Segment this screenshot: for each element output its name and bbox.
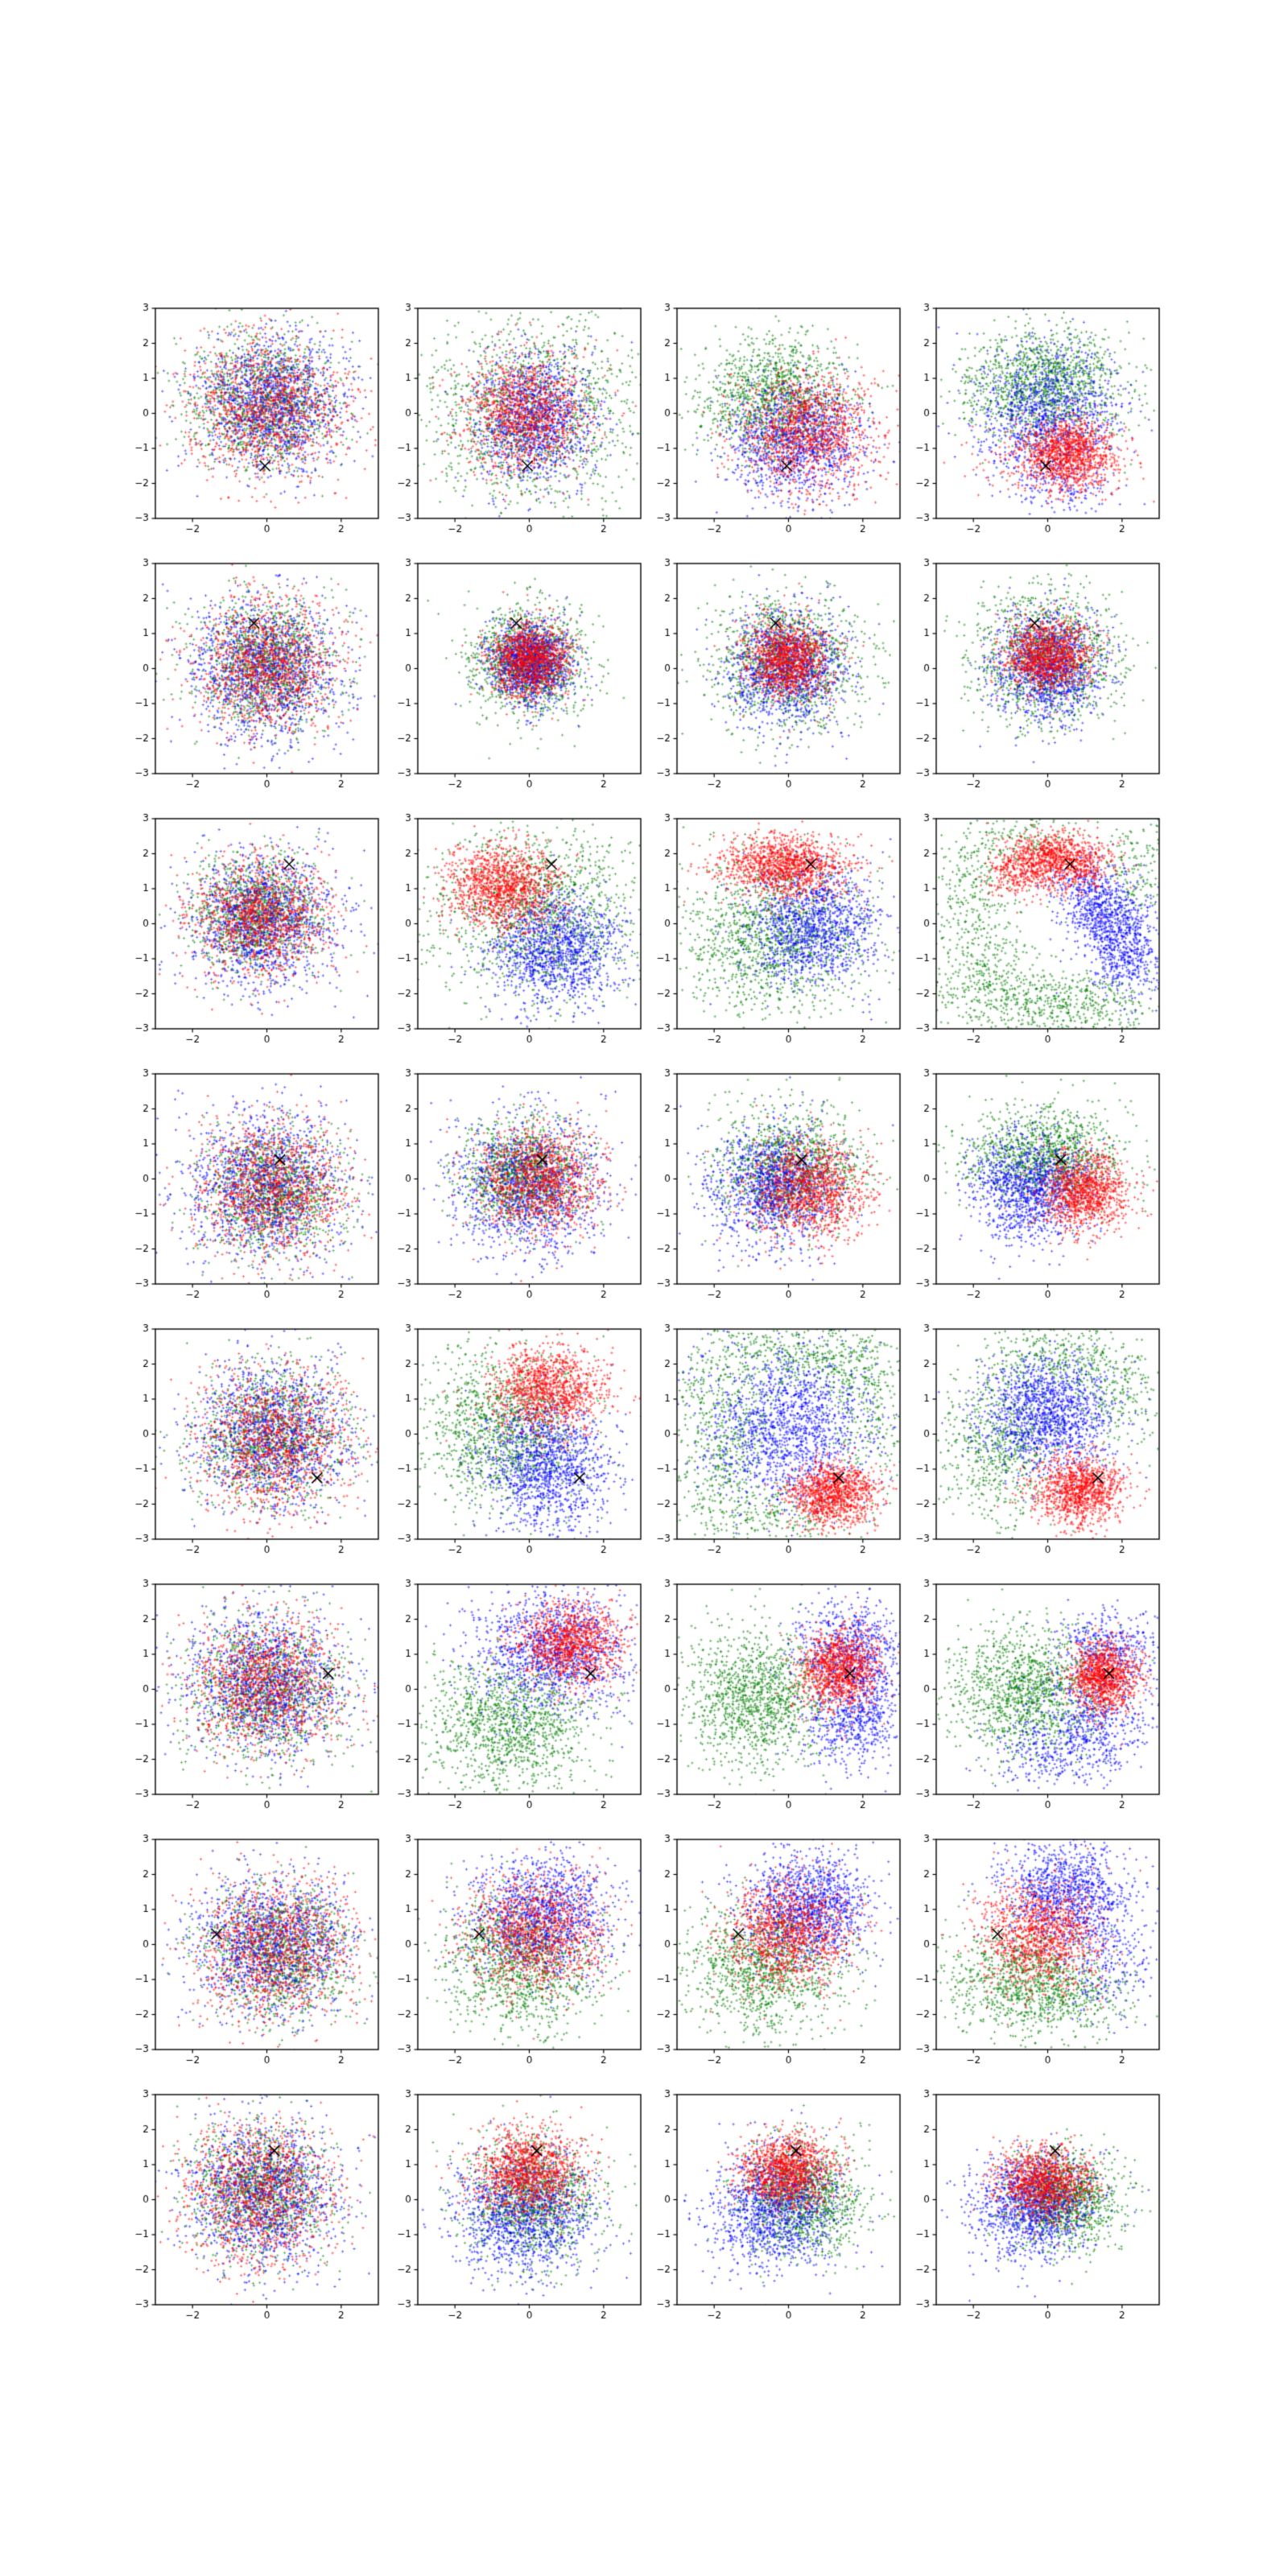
scatter-canvas-r4c4 — [900, 1066, 1169, 1313]
subplot-r2c2 — [382, 555, 650, 803]
subplot-r6c1 — [119, 1576, 388, 1823]
scatter-canvas-r8c3 — [641, 2087, 910, 2334]
scatter-canvas-r5c2 — [382, 1321, 650, 1568]
scatter-canvas-r5c4 — [900, 1321, 1169, 1568]
scatter-canvas-r1c2 — [382, 300, 650, 547]
scatter-canvas-r6c2 — [382, 1576, 650, 1823]
subplot-r8c2 — [382, 2087, 650, 2334]
subplot-r4c3 — [641, 1066, 910, 1313]
scatter-canvas-r4c1 — [119, 1066, 388, 1313]
scatter-canvas-r4c2 — [382, 1066, 650, 1313]
subplot-r4c1 — [119, 1066, 388, 1313]
subplot-r3c2 — [382, 811, 650, 1058]
subplot-r8c1 — [119, 2087, 388, 2334]
scatter-canvas-r8c1 — [119, 2087, 388, 2334]
subplot-r6c2 — [382, 1576, 650, 1823]
subplot-r1c3 — [641, 300, 910, 547]
subplot-r2c1 — [119, 555, 388, 803]
subplot-r1c4 — [900, 300, 1169, 547]
subplot-r4c2 — [382, 1066, 650, 1313]
scatter-canvas-r5c3 — [641, 1321, 910, 1568]
scatter-canvas-r8c4 — [900, 2087, 1169, 2334]
subplot-r3c3 — [641, 811, 910, 1058]
scatter-canvas-r3c4 — [900, 811, 1169, 1058]
scatter-canvas-r3c3 — [641, 811, 910, 1058]
scatter-canvas-r7c4 — [900, 1831, 1169, 2079]
subplot-r8c3 — [641, 2087, 910, 2334]
subplot-r1c2 — [382, 300, 650, 547]
scatter-canvas-r3c1 — [119, 811, 388, 1058]
subplot-r5c1 — [119, 1321, 388, 1568]
subplot-r8c4 — [900, 2087, 1169, 2334]
scatter-canvas-r1c4 — [900, 300, 1169, 547]
subplot-r5c3 — [641, 1321, 910, 1568]
scatter-canvas-r7c2 — [382, 1831, 650, 2079]
scatter-canvas-r2c4 — [900, 555, 1169, 803]
scatter-canvas-r7c1 — [119, 1831, 388, 2079]
subplot-r2c4 — [900, 555, 1169, 803]
subplot-r7c2 — [382, 1831, 650, 2079]
subplot-r4c4 — [900, 1066, 1169, 1313]
subplot-r1c1 — [119, 300, 388, 547]
scatter-canvas-r1c1 — [119, 300, 388, 547]
subplot-r3c4 — [900, 811, 1169, 1058]
subplot-r6c3 — [641, 1576, 910, 1823]
scatter-canvas-r1c3 — [641, 300, 910, 547]
scatter-canvas-r3c2 — [382, 811, 650, 1058]
scatter-canvas-r2c3 — [641, 555, 910, 803]
scatter-canvas-r5c1 — [119, 1321, 388, 1568]
scatter-canvas-r4c3 — [641, 1066, 910, 1313]
scatter-canvas-r7c3 — [641, 1831, 910, 2079]
subplot-r7c4 — [900, 1831, 1169, 2079]
subplot-r7c1 — [119, 1831, 388, 2079]
scatter-canvas-r6c3 — [641, 1576, 910, 1823]
subplot-r3c1 — [119, 811, 388, 1058]
scatter-canvas-r6c1 — [119, 1576, 388, 1823]
subplot-r2c3 — [641, 555, 910, 803]
scatter-canvas-r2c2 — [382, 555, 650, 803]
subplot-r5c4 — [900, 1321, 1169, 1568]
scatter-canvas-r6c4 — [900, 1576, 1169, 1823]
scatter-canvas-r2c1 — [119, 555, 388, 803]
subplot-r6c4 — [900, 1576, 1169, 1823]
subplot-r5c2 — [382, 1321, 650, 1568]
scatter-canvas-r8c2 — [382, 2087, 650, 2334]
subplot-r7c3 — [641, 1831, 910, 2079]
